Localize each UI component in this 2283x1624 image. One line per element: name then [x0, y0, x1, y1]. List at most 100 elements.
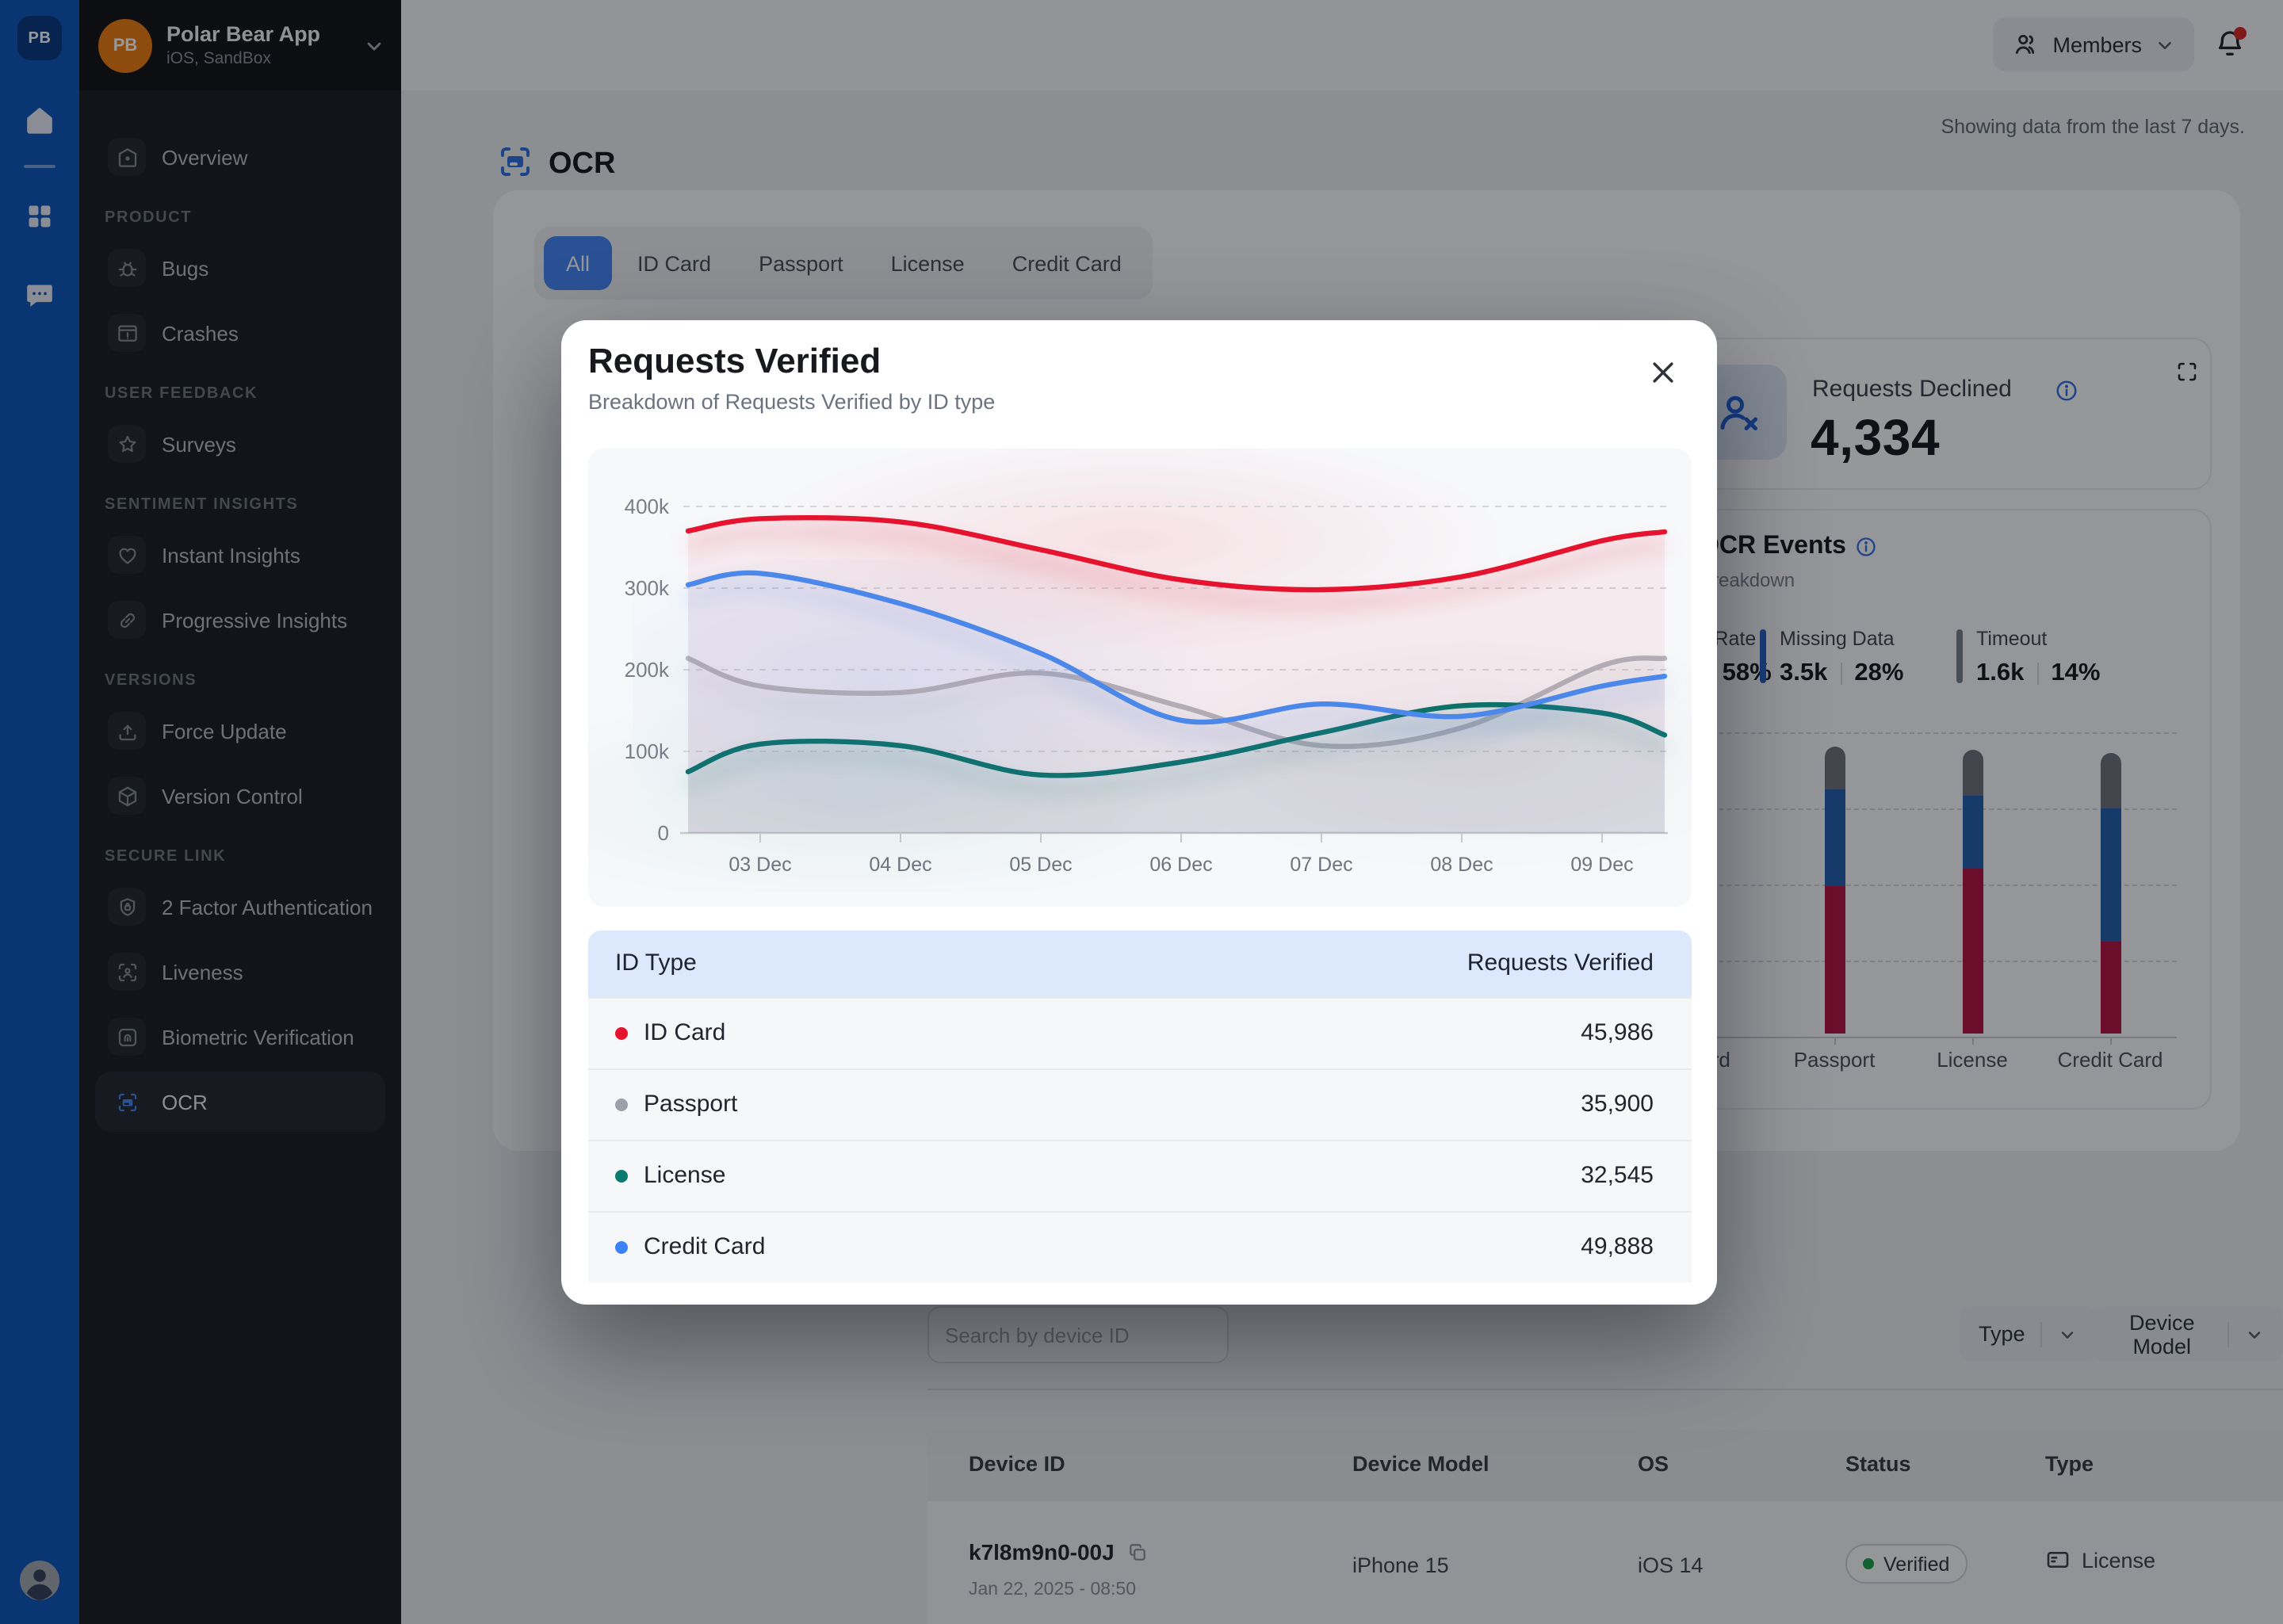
sidebar-item-ocr[interactable]: OCR: [95, 1072, 385, 1132]
col-requests-verified: Requests Verified: [1467, 950, 1654, 976]
modal-table: ID Type Requests Verified ID Card 45,986 P…: [588, 930, 1692, 1282]
col-device-id: Device ID: [969, 1452, 1065, 1476]
col-os: OS: [1638, 1452, 1669, 1476]
info-icon[interactable]: [2055, 379, 2078, 403]
svg-text:400k: 400k: [625, 494, 670, 518]
modal-row-id-card[interactable]: ID Card 45,986: [588, 996, 1692, 1068]
sidebar-item-crashes[interactable]: Crashes: [95, 303, 385, 363]
tab-id-card[interactable]: ID Card: [615, 236, 733, 290]
sidebar-item-bugs[interactable]: Bugs: [95, 238, 385, 298]
request-date: Jan 22, 2025 - 08:50: [969, 1580, 1136, 1599]
modal-row-passport[interactable]: Passport 35,900: [588, 1068, 1692, 1139]
status-label: Verified: [1883, 1553, 1950, 1575]
chat-icon[interactable]: [24, 279, 55, 311]
tab-all[interactable]: All: [544, 236, 613, 290]
declined-title: Requests Declined: [1812, 376, 2012, 403]
status-badge: Verified: [1845, 1544, 1968, 1584]
svg-text:300k: 300k: [625, 575, 670, 599]
svg-text:08 Dec: 08 Dec: [1430, 853, 1493, 875]
legend-missing-data: Missing Data 3.5k 28%: [1760, 625, 1903, 688]
sidebar-nav: Overview PRODUCT Bugs Crashes USER FEEDBACK S…: [79, 90, 401, 1132]
svg-text:0: 0: [658, 820, 669, 844]
requests-verified-line-chart: 400k 300k 200k 100k 0 03 Dec 04 Dec 05 Dec 06 De…: [625, 494, 1673, 875]
svg-text:200k: 200k: [625, 657, 670, 681]
svg-text:05 Dec: 05 Dec: [1009, 853, 1072, 875]
face-scan-icon: [108, 953, 146, 991]
heart-icon: [108, 536, 146, 574]
workspace-logo[interactable]: PB: [17, 16, 62, 60]
info-icon[interactable]: [1855, 536, 1877, 558]
svg-text:03 Dec: 03 Dec: [728, 853, 791, 875]
topbar: Members: [401, 0, 2283, 90]
sidebar-group-versions: VERSIONS: [105, 672, 197, 690]
line-chart-card: 400k 300k 200k 100k 0 03 Dec 04 Dec 05 Dec 06 De…: [588, 448, 1692, 906]
modal-table-header: ID Type Requests Verified: [588, 930, 1692, 996]
sidebar-item-force-update[interactable]: Force Update: [95, 701, 385, 761]
sidebar-item-surveys[interactable]: Surveys: [95, 414, 385, 474]
app-platform: iOS, SandBox: [166, 49, 271, 68]
filter-type[interactable]: Type: [1960, 1306, 2097, 1362]
modal-title: Requests Verified: [588, 340, 881, 380]
sidebar-item-instant-insights[interactable]: Instant Insights: [95, 525, 385, 585]
id-card-icon: [2045, 1547, 2071, 1572]
overview-icon: [108, 138, 146, 176]
cube-icon: [108, 777, 146, 815]
ocr-scan-icon: [108, 1083, 146, 1121]
sidebar-item-2-factor-authentication[interactable]: 2 Factor Authentication: [95, 877, 385, 937]
search-input[interactable]: [929, 1308, 1227, 1362]
crash-icon: [108, 314, 146, 352]
expand-icon[interactable]: [2175, 360, 2199, 384]
col-id-type: ID Type: [615, 950, 697, 976]
declined-value: 4,334: [1811, 409, 1941, 466]
modal-subtitle: Breakdown of Requests Verified by ID typ…: [588, 389, 996, 413]
notifications-bell[interactable]: [2213, 27, 2248, 62]
sidebar: PB Polar Bear App iOS, SandBox Overview P…: [79, 0, 401, 1624]
link-icon: [108, 601, 146, 639]
bar-label-passport: Passport: [1793, 1048, 1876, 1072]
notification-dot: [2234, 27, 2247, 40]
section-divider: [927, 1389, 2283, 1390]
svg-text:09 Dec: 09 Dec: [1570, 853, 1633, 875]
home-icon[interactable]: [24, 105, 55, 136]
page-title: OCR: [549, 147, 616, 181]
modal-row-license[interactable]: License 32,545: [588, 1139, 1692, 1210]
app-switcher[interactable]: PB Polar Bear App iOS, SandBox: [79, 0, 401, 90]
rail-divider: [24, 165, 55, 168]
series-id-card: [685, 514, 1668, 592]
members-icon: [2011, 30, 2040, 59]
close-icon[interactable]: [1646, 356, 1678, 388]
sidebar-item-overview[interactable]: Overview: [95, 127, 385, 187]
sidebar-item-biometric-verification[interactable]: Biometric Verification: [95, 1007, 385, 1067]
user-avatar[interactable]: [16, 1556, 63, 1603]
table-row[interactable]: k7l8m9n0-00J Jan 22, 2025 - 08:50 iPhone…: [927, 1501, 2283, 1624]
device-id: k7l8m9n0-00J: [969, 1539, 1115, 1565]
sidebar-group-user-feedback: USER FEEDBACK: [105, 385, 258, 403]
tab-license[interactable]: License: [869, 236, 987, 290]
bar-passport: [1824, 747, 1845, 1034]
device-search: [927, 1306, 1229, 1363]
col-type: Type: [2045, 1452, 2094, 1476]
sidebar-group-sentiment-insights: SENTIMENT INSIGHTS: [105, 496, 299, 514]
chevron-down-icon: [2155, 34, 2175, 55]
tab-passport[interactable]: Passport: [736, 236, 866, 290]
period-note: Showing data from the last 7 days.: [1941, 116, 2245, 138]
members-button[interactable]: Members: [1992, 17, 2194, 71]
svg-text:07 Dec: 07 Dec: [1290, 853, 1352, 875]
id-type-tabs: All ID Card Passport License Credit Card: [534, 227, 1153, 300]
sidebar-item-progressive-insights[interactable]: Progressive Insights: [95, 590, 385, 650]
fingerprint-icon: [108, 1018, 146, 1056]
filter-device-model[interactable]: Device Model: [2093, 1306, 2283, 1362]
sidebar-group-product: PRODUCT: [105, 209, 193, 227]
sidebar-item-version-control[interactable]: Version Control: [95, 766, 385, 826]
members-label: Members: [2052, 32, 2142, 56]
requests-verified-modal: Requests Verified Breakdown of Requests …: [560, 319, 1716, 1304]
bar-label-license: License: [1937, 1048, 2008, 1072]
sidebar-item-liveness[interactable]: Liveness: [95, 942, 385, 1002]
apps-grid-icon[interactable]: [25, 201, 55, 231]
modal-row-credit-card[interactable]: Credit Card 49,888: [588, 1210, 1692, 1282]
copy-icon[interactable]: [1127, 1542, 1148, 1562]
tab-credit-card[interactable]: Credit Card: [990, 236, 1144, 290]
bar-label-credit-card: Credit Card: [2057, 1048, 2163, 1072]
